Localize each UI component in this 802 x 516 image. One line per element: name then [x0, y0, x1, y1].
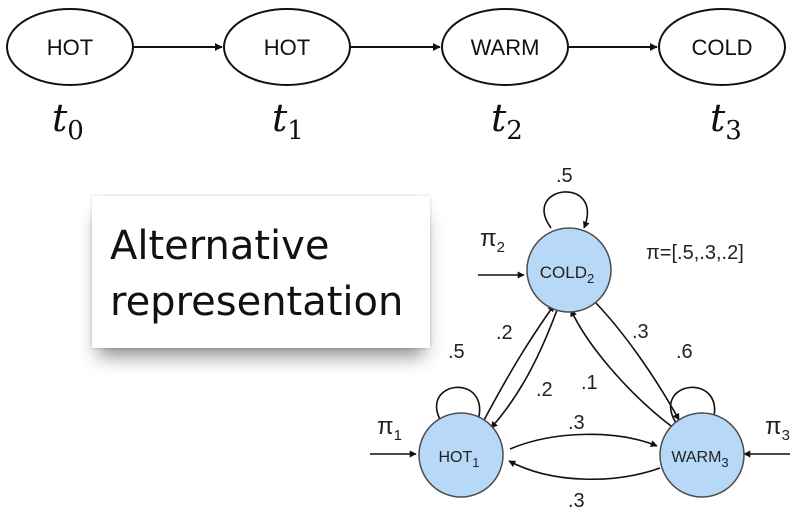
state-node-label-hot: HOT1	[438, 449, 479, 470]
chain-state-node	[658, 8, 786, 86]
chain-state-label: HOT	[47, 35, 93, 60]
state-node-label-cold: COLD2	[540, 263, 594, 286]
initial-prob-label-cold: π2	[480, 225, 505, 256]
callout-line-2: representation	[110, 279, 404, 325]
time-label: t1	[272, 96, 304, 146]
state-node-label-warm: WARM3	[671, 449, 728, 470]
transition-prob-cold-to-hot: .2	[536, 379, 553, 401]
self-loop-cold	[543, 191, 590, 229]
state-graph: COLD2 HOT1 WARM3 .5 .5 .6 .2 .2 .3 .1 .3…	[370, 165, 790, 512]
initial-distribution: π=[.5,.3,.2]	[646, 242, 744, 264]
time-label: t3	[710, 96, 742, 146]
transition-prob-cold-to-warm: .3	[632, 321, 649, 343]
transition-cold-to-hot	[490, 309, 558, 429]
transition-cold-to-warm	[593, 300, 680, 421]
time-label: t2	[491, 96, 523, 146]
state-node-hot	[418, 412, 504, 498]
transition-prob-hot-to-cold: .2	[496, 322, 513, 344]
self-loop-prob-hot: .5	[448, 341, 465, 363]
transition-warm-to-hot	[508, 460, 661, 481]
chain-state-label: COLD	[691, 35, 752, 60]
initial-prob-label-warm: π3	[765, 413, 790, 444]
callout-line-1: Alternative	[110, 223, 330, 269]
transition-hot-to-cold	[482, 304, 555, 423]
state-chain: HOT HOT WARM COLD t0 t1 t2 t3	[6, 8, 786, 146]
self-loop-prob-cold: .5	[556, 165, 573, 187]
callout-box: Alternative representation	[92, 196, 430, 348]
chain-state-label: WARM	[471, 35, 540, 60]
state-node-cold	[526, 227, 612, 313]
state-node-warm	[659, 412, 745, 498]
self-loop-prob-warm: .6	[676, 341, 693, 363]
self-loop-hot	[436, 386, 483, 427]
transition-warm-to-cold	[570, 309, 672, 427]
initial-prob-label-hot: π1	[377, 413, 402, 444]
transition-hot-to-warm	[509, 433, 658, 450]
transition-prob-warm-to-hot: .3	[568, 490, 585, 512]
time-label: t0	[52, 96, 84, 146]
transition-prob-warm-to-cold: .1	[581, 372, 598, 394]
self-loop-warm	[670, 386, 718, 427]
chain-state-label: HOT	[264, 35, 310, 60]
transition-prob-hot-to-warm: .3	[568, 412, 585, 434]
